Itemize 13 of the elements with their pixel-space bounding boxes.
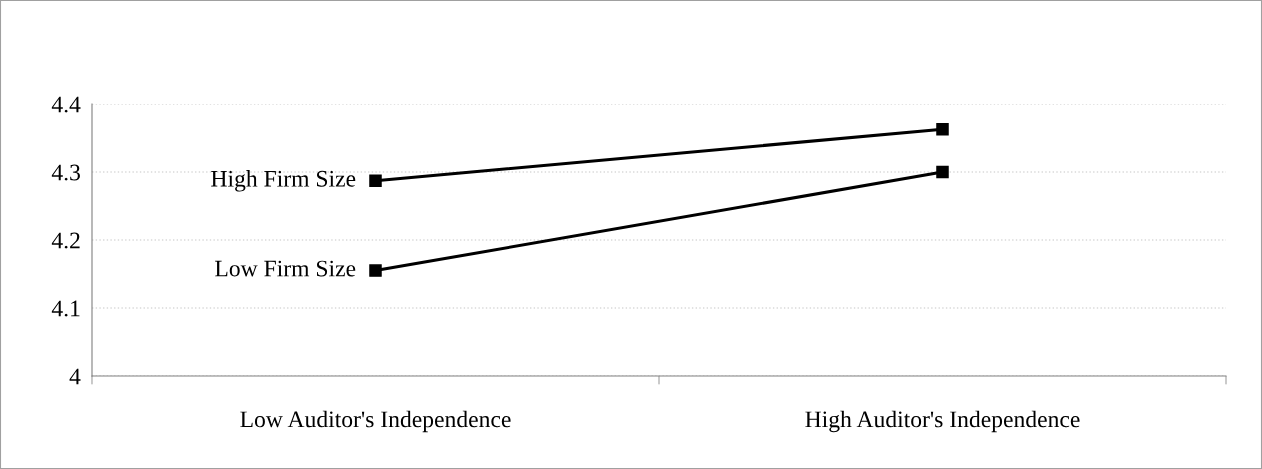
point xyxy=(369,264,382,277)
y-tick-label: 4.2 xyxy=(51,232,80,249)
y-tick-label: 4.3 xyxy=(51,164,80,181)
y-tick-label: 4 xyxy=(69,368,81,385)
series-label: High Firm Size xyxy=(211,170,356,192)
point xyxy=(936,122,949,136)
point xyxy=(369,174,382,188)
y-tick-label: 4.4 xyxy=(51,96,81,113)
series-label: Low Firm Size xyxy=(215,260,356,277)
y-tick-label: 4.1 xyxy=(51,300,80,317)
x-tick-label: Low Auditor's Independence xyxy=(240,410,511,433)
x-tick-label: High Auditor's Independence xyxy=(805,410,1080,433)
point xyxy=(936,165,949,179)
